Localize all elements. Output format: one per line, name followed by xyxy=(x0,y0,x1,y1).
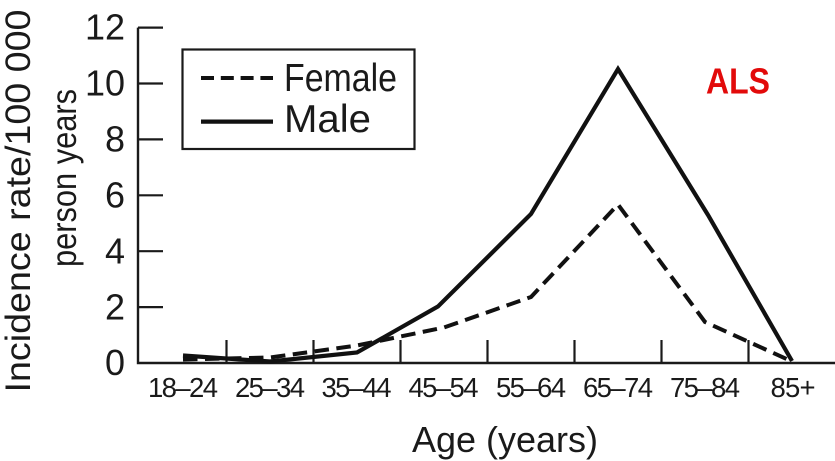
svg-text:2: 2 xyxy=(105,287,125,328)
svg-text:ALS: ALS xyxy=(706,61,770,102)
svg-text:75–84: 75–84 xyxy=(670,372,740,403)
svg-text:Female: Female xyxy=(284,57,397,100)
svg-text:4: 4 xyxy=(105,231,125,272)
svg-text:6: 6 xyxy=(105,175,125,216)
svg-text:18–24: 18–24 xyxy=(148,372,218,403)
svg-text:25–34: 25–34 xyxy=(235,372,305,403)
svg-text:Age (years): Age (years) xyxy=(412,419,598,460)
svg-text:35–44: 35–44 xyxy=(322,372,392,403)
svg-text:0: 0 xyxy=(105,342,125,383)
svg-text:85+: 85+ xyxy=(771,372,816,403)
svg-text:10: 10 xyxy=(85,63,125,104)
svg-text:45–54: 45–54 xyxy=(409,372,479,403)
svg-text:55–64: 55–64 xyxy=(496,372,566,403)
svg-text:person years: person years xyxy=(45,89,84,267)
svg-text:65–74: 65–74 xyxy=(583,372,653,403)
svg-text:12: 12 xyxy=(85,7,125,48)
svg-text:Incidence rate/100 000: Incidence rate/100 000 xyxy=(0,10,38,393)
svg-text:Male: Male xyxy=(284,98,371,141)
svg-text:8: 8 xyxy=(105,119,125,160)
